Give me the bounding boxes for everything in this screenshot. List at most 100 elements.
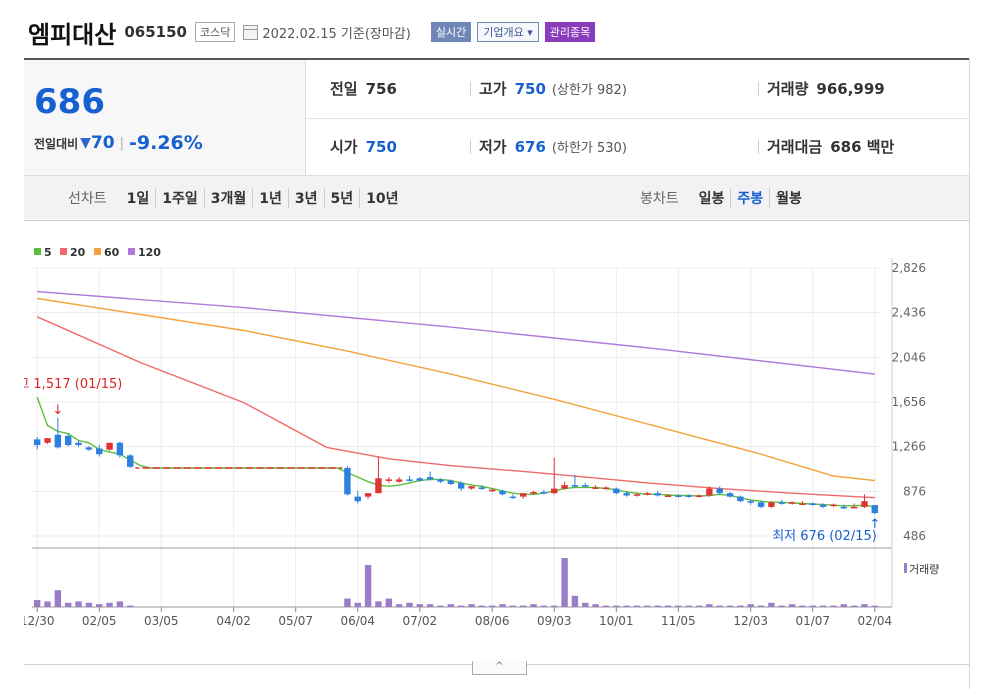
tab-daily[interactable]: 일봉 xyxy=(698,190,725,207)
volume-bar xyxy=(509,605,517,607)
candle-chart-tabs: 봉차트 일봉 주봉 월봉 xyxy=(640,176,808,219)
candle xyxy=(106,442,113,450)
volume-bar xyxy=(840,604,848,607)
volume-bar xyxy=(664,605,672,607)
volume-bar xyxy=(850,605,858,607)
volume-bar xyxy=(385,598,392,607)
legend-label: 20 xyxy=(70,246,86,259)
tab-5y[interactable]: 5년 xyxy=(323,187,360,208)
x-tick-label: 06/04 xyxy=(340,614,375,628)
quote-date: 2022.02.15 기준(장마감) xyxy=(262,26,411,42)
volume-bar xyxy=(819,605,827,607)
volume-bar xyxy=(551,605,558,607)
y-tick-label: 1,656 xyxy=(892,395,926,409)
candle xyxy=(540,492,548,494)
ma60-line xyxy=(37,297,875,482)
candle xyxy=(654,493,661,496)
tab-1y[interactable]: 1년 xyxy=(252,187,288,208)
high-arrow-icon: ↓ xyxy=(52,403,63,418)
realtime-button[interactable]: 실시간 xyxy=(430,22,472,42)
x-tick-label: 07/02 xyxy=(403,614,438,628)
volume-bar xyxy=(633,605,641,607)
volume-bar xyxy=(799,605,806,607)
candle xyxy=(116,442,124,456)
candle xyxy=(375,478,382,494)
price-change: 전일대비 ▼ 70 | -9.26% xyxy=(34,132,203,154)
candle xyxy=(623,493,630,496)
candle xyxy=(530,492,537,494)
candle xyxy=(364,493,372,497)
volume-bar xyxy=(354,602,361,607)
volume-bar xyxy=(478,605,486,607)
y-tick-label: 876 xyxy=(903,484,926,498)
volume-bar xyxy=(644,605,651,607)
tab-10y[interactable]: 10년 xyxy=(359,187,404,208)
stock-code: 065150 xyxy=(124,23,187,41)
volume-bar xyxy=(457,605,465,607)
volume-bar xyxy=(127,605,134,607)
stock-chart: 2,826 2,436 2,046 1,656 1,266 876 486 12/30 02/0… xyxy=(5,246,939,628)
volume-bar xyxy=(861,604,868,607)
down-arrow-icon: ▼ xyxy=(80,135,91,151)
candle xyxy=(127,455,134,467)
low-annotation: 최저 676 (02/15) xyxy=(772,529,877,544)
volume-bar xyxy=(654,605,661,607)
volume-bar xyxy=(706,604,713,607)
volume-bar xyxy=(695,605,703,607)
volume-bar xyxy=(809,605,816,607)
candle xyxy=(385,479,392,481)
stat-high: 고가 750 (상한가 982) xyxy=(470,60,627,117)
candle xyxy=(96,448,103,455)
legend-swatch xyxy=(128,248,135,255)
volume-bar xyxy=(54,590,62,607)
volume-bar xyxy=(85,602,93,607)
candle xyxy=(809,503,816,505)
legend-label: 5 xyxy=(44,246,52,259)
y-tick-label: 2,436 xyxy=(892,306,926,320)
line-chart-tabs: 선차트 1일 1주일 3개월 1년 3년 5년 10년 xyxy=(68,176,405,219)
legend-label: 60 xyxy=(104,246,120,259)
candle xyxy=(33,439,41,446)
tab-3m[interactable]: 3개월 xyxy=(203,187,253,208)
volume-legend-swatch xyxy=(904,563,907,573)
candle xyxy=(44,438,51,443)
legend-swatch xyxy=(60,248,67,255)
x-tick-label: 02/05 xyxy=(82,614,117,628)
volume-bar xyxy=(768,602,775,607)
candle xyxy=(426,477,434,480)
volume-bar xyxy=(116,601,124,607)
x-tick-label: 04/02 xyxy=(216,614,251,628)
tab-1w[interactable]: 1주일 xyxy=(155,187,204,208)
volume-bar xyxy=(344,598,351,607)
candle xyxy=(871,505,879,514)
x-tick-label: 12/03 xyxy=(733,614,768,628)
candle xyxy=(344,467,351,495)
tab-1d[interactable]: 1일 xyxy=(126,190,150,207)
volume-bar xyxy=(561,558,568,607)
candle xyxy=(747,501,754,503)
volume-bar xyxy=(395,604,403,607)
candle xyxy=(737,496,744,502)
tab-3y[interactable]: 3년 xyxy=(287,187,324,208)
volume-bar xyxy=(530,604,537,607)
candle xyxy=(561,485,568,489)
candle xyxy=(613,488,620,494)
volume-bar xyxy=(571,595,579,607)
candle xyxy=(644,493,651,495)
volume-bar xyxy=(106,602,113,607)
volume-label: 거래량 xyxy=(909,563,939,576)
candle xyxy=(447,480,455,485)
stat-volume: 거래량 966,999 xyxy=(758,60,885,117)
tab-monthly[interactable]: 월봉 xyxy=(769,187,808,208)
company-overview-dropdown[interactable]: 기업개요 ▾ xyxy=(477,22,539,42)
volume-bar xyxy=(613,605,620,607)
candle xyxy=(706,488,713,496)
candle xyxy=(592,487,599,489)
expand-chart-button[interactable]: ^ xyxy=(472,661,527,675)
x-tick-label: 12/30 xyxy=(24,614,54,628)
tab-weekly[interactable]: 주봉 xyxy=(730,187,769,208)
candle xyxy=(840,506,848,509)
volume-bar xyxy=(592,604,599,607)
candle xyxy=(499,490,506,495)
volume-bar xyxy=(747,604,754,607)
